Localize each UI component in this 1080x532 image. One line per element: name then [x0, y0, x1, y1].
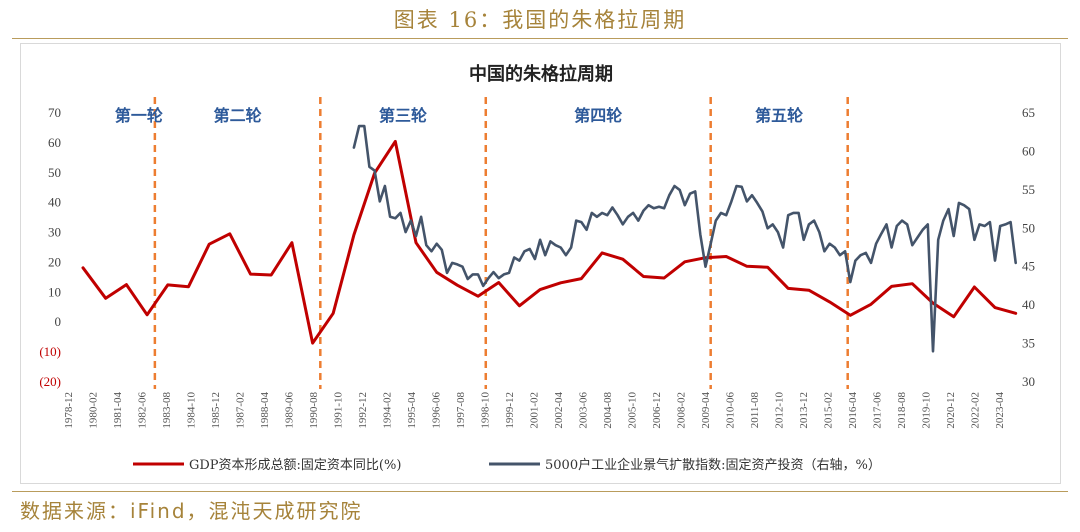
left-tick-label: 60 — [48, 135, 61, 150]
x-tick-label: 1996-06 — [431, 392, 443, 429]
x-tick-label: 2002-04 — [553, 392, 565, 429]
x-tick-label: 1985-12 — [210, 392, 222, 429]
x-tick-label: 1978-12 — [63, 392, 75, 429]
top-rule — [12, 38, 1068, 39]
x-tick-label: 1984-10 — [186, 392, 198, 429]
right-tick-label: 50 — [1022, 220, 1035, 235]
x-tick-label: 1997-08 — [455, 392, 467, 429]
juglar-cycle-chart: 中国的朱格拉周期 70 60 50 40 30 20 10 0 (10) (20) 65 60 55 5… — [39, 63, 1035, 473]
x-tick-label: 1988-04 — [259, 392, 271, 429]
x-tick-label: 1992-12 — [357, 392, 369, 429]
left-tick-label: 50 — [48, 165, 61, 180]
x-tick-label: 2013-12 — [798, 392, 810, 429]
right-tick-label: 40 — [1022, 297, 1035, 312]
x-tick-label: 2015-02 — [823, 392, 835, 429]
cycle-label: 第三轮 — [379, 106, 427, 125]
left-tick-label: 70 — [48, 105, 61, 120]
bottom-rule — [12, 491, 1068, 492]
x-tick-label: 2005-10 — [627, 392, 639, 429]
x-tick-label: 1995-04 — [406, 392, 418, 429]
x-tick-label: 1980-02 — [88, 392, 100, 429]
x-tick-label: 2011-08 — [749, 392, 761, 429]
x-tick-label: 1983-08 — [161, 392, 173, 429]
x-tick-label: 2022-02 — [970, 392, 982, 429]
left-tick-label: (10) — [39, 344, 61, 359]
x-tick-label: 2009-04 — [700, 392, 712, 429]
x-tick-label: 2023-04 — [994, 392, 1006, 429]
legend: GDP资本形成总额:固定资本同比(%) 5000户工业企业景气扩散指数:固定资产… — [133, 457, 881, 473]
cycle-labels: 第一轮 第二轮 第三轮 第四轮 第五轮 — [115, 106, 803, 125]
cycle-label: 第五轮 — [755, 106, 803, 125]
x-tick-label: 2012-10 — [774, 392, 786, 429]
x-tick-label: 1981-04 — [112, 392, 124, 429]
right-tick-label: 35 — [1022, 336, 1035, 351]
x-tick-label: 1989-06 — [284, 392, 296, 429]
right-tick-label: 65 — [1022, 105, 1035, 120]
series-lines — [81, 124, 1018, 353]
x-tick-label: 2010-06 — [725, 392, 737, 429]
figure-caption: 图表 16：我国的朱格拉周期 — [393, 8, 687, 32]
left-tick-label: 10 — [48, 284, 61, 299]
cycle-label: 第四轮 — [574, 106, 622, 125]
x-axis-ticks: 1978-12 1980-02 1981-04 1982-06 1983-08 1984-… — [63, 392, 1006, 429]
x-tick-label: 2001-02 — [529, 392, 541, 429]
x-tick-label: 2006-12 — [651, 392, 663, 429]
left-tick-label: (20) — [39, 374, 61, 389]
x-tick-label: 1982-06 — [137, 392, 149, 429]
left-tick-label: 30 — [48, 225, 61, 240]
x-tick-label: 2003-06 — [578, 392, 590, 429]
series-line-investment-diffusion-index — [352, 124, 1017, 353]
right-tick-label: 45 — [1022, 259, 1035, 274]
left-tick-label: 0 — [55, 314, 62, 329]
x-tick-label: 2018-08 — [896, 392, 908, 429]
x-tick-label: 1998-10 — [480, 392, 492, 429]
x-tick-label: 2016-04 — [847, 392, 859, 429]
series-line-gdp-capital-formation — [81, 139, 1018, 345]
left-tick-label: 20 — [48, 254, 61, 269]
left-axis-ticks: 70 60 50 40 30 20 10 0 (10) (20) — [39, 105, 61, 389]
x-tick-label: 2008-02 — [676, 392, 688, 429]
x-tick-label: 1994-02 — [382, 392, 394, 429]
right-tick-label: 60 — [1022, 143, 1035, 158]
right-tick-label: 55 — [1022, 182, 1035, 197]
x-tick-label: 1987-02 — [235, 392, 247, 429]
legend-label-index: 5000户工业企业景气扩散指数:固定资产投资（右轴，%） — [545, 457, 881, 473]
left-tick-label: 40 — [48, 195, 61, 210]
chart-title: 中国的朱格拉周期 — [469, 63, 613, 85]
x-tick-label: 1990-08 — [308, 392, 320, 429]
cycle-dividers — [153, 97, 849, 389]
x-tick-label: 2020-12 — [945, 392, 957, 429]
legend-label-gdp: GDP资本形成总额:固定资本同比(%) — [189, 458, 401, 473]
x-tick-label: 2004-08 — [602, 392, 614, 429]
x-tick-label: 1991-10 — [333, 392, 345, 429]
cycle-label: 第二轮 — [214, 106, 262, 125]
x-tick-label: 1999-12 — [504, 392, 516, 429]
data-source: 数据来源：iFind，混沌天成研究院 — [20, 499, 363, 523]
x-tick-label: 2017-06 — [872, 392, 884, 429]
right-tick-label: 30 — [1022, 374, 1035, 389]
right-axis-ticks: 65 60 55 50 45 40 35 30 — [1022, 105, 1035, 389]
chart-frame: 中国的朱格拉周期 70 60 50 40 30 20 10 0 (10) (20) 65 60 55 5… — [20, 43, 1061, 484]
cycle-label: 第一轮 — [115, 106, 163, 125]
x-tick-label: 2019-10 — [921, 392, 933, 429]
